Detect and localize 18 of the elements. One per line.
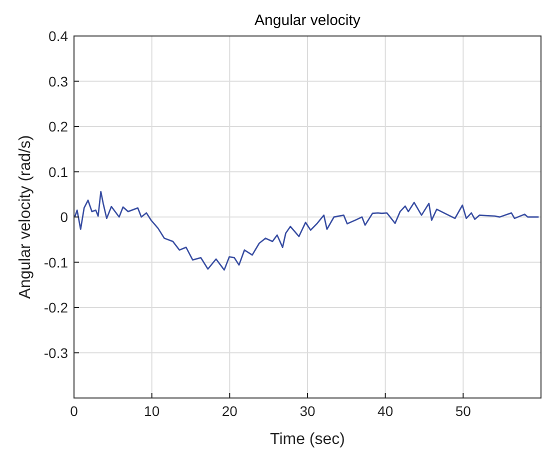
x-axis-title: Time (sec) xyxy=(270,431,345,448)
y-tick-label: 0.2 xyxy=(48,118,68,134)
x-tick-label: 0 xyxy=(70,403,78,419)
y-tick-label: 0 xyxy=(60,209,68,225)
x-tick-label: 40 xyxy=(378,403,394,419)
x-tick-label: 50 xyxy=(455,403,472,419)
x-tick-label: 10 xyxy=(144,403,160,419)
chart-title: Angular velocity xyxy=(254,12,361,29)
x-tick-label: 20 xyxy=(222,403,238,419)
y-axis-title: Angular velocity (rad/s) xyxy=(17,135,34,299)
y-tick-label: -0.2 xyxy=(44,300,68,316)
y-tick-label: 0.1 xyxy=(48,164,68,180)
y-tick-label: 0.3 xyxy=(48,73,68,90)
line-series xyxy=(74,190,540,271)
y-tick-label: -0.3 xyxy=(44,344,68,361)
y-tick-label: 0.4 xyxy=(48,28,68,44)
y-tick-label: -0.1 xyxy=(44,254,68,270)
x-tick-label: 30 xyxy=(300,403,316,419)
